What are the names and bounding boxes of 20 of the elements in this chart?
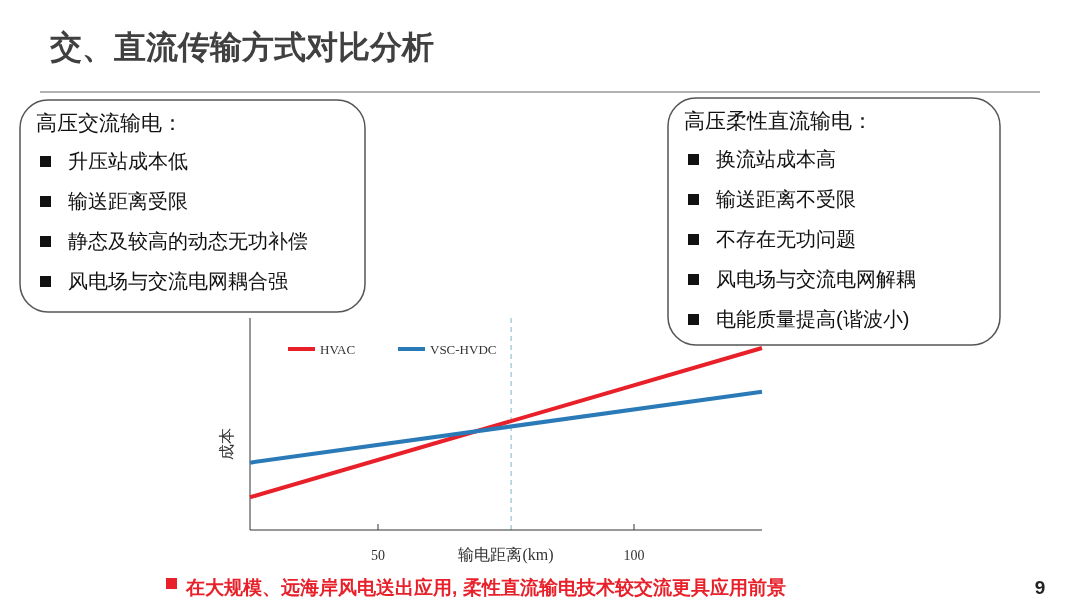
text: 高压交流输电： bbox=[36, 111, 183, 134]
text: 在大规模、远海岸风电送出应用, 柔性直流输电技术较交流更具应用前景 bbox=[185, 577, 786, 598]
text: 不存在无功问题 bbox=[716, 228, 856, 250]
text: 换流站成本高 bbox=[716, 148, 836, 170]
text: 升压站成本低 bbox=[68, 150, 188, 172]
text: 输送距离受限 bbox=[68, 190, 188, 212]
legend-label: HVAC bbox=[320, 342, 356, 357]
y-axis-title: 成本 bbox=[218, 428, 235, 460]
chart-title: 交、直流传输方式对比分析 bbox=[49, 29, 434, 65]
x-tick-label: 100 bbox=[623, 548, 645, 563]
x-axis-title: 输电距离(km) bbox=[458, 546, 554, 564]
text: 静态及较高的动态无功补偿 bbox=[68, 230, 308, 252]
x-tick-label: 50 bbox=[371, 548, 385, 563]
text: 输送距离不受限 bbox=[716, 188, 856, 210]
text: 电能质量提高(谐波小) bbox=[716, 308, 910, 330]
text: 高压柔性直流输电： bbox=[684, 109, 873, 132]
text: 风电场与交流电网解耦 bbox=[716, 268, 916, 290]
text: 风电场与交流电网耦合强 bbox=[68, 270, 288, 292]
legend-label: VSC-HVDC bbox=[430, 342, 497, 357]
text: 9 bbox=[1034, 577, 1046, 598]
